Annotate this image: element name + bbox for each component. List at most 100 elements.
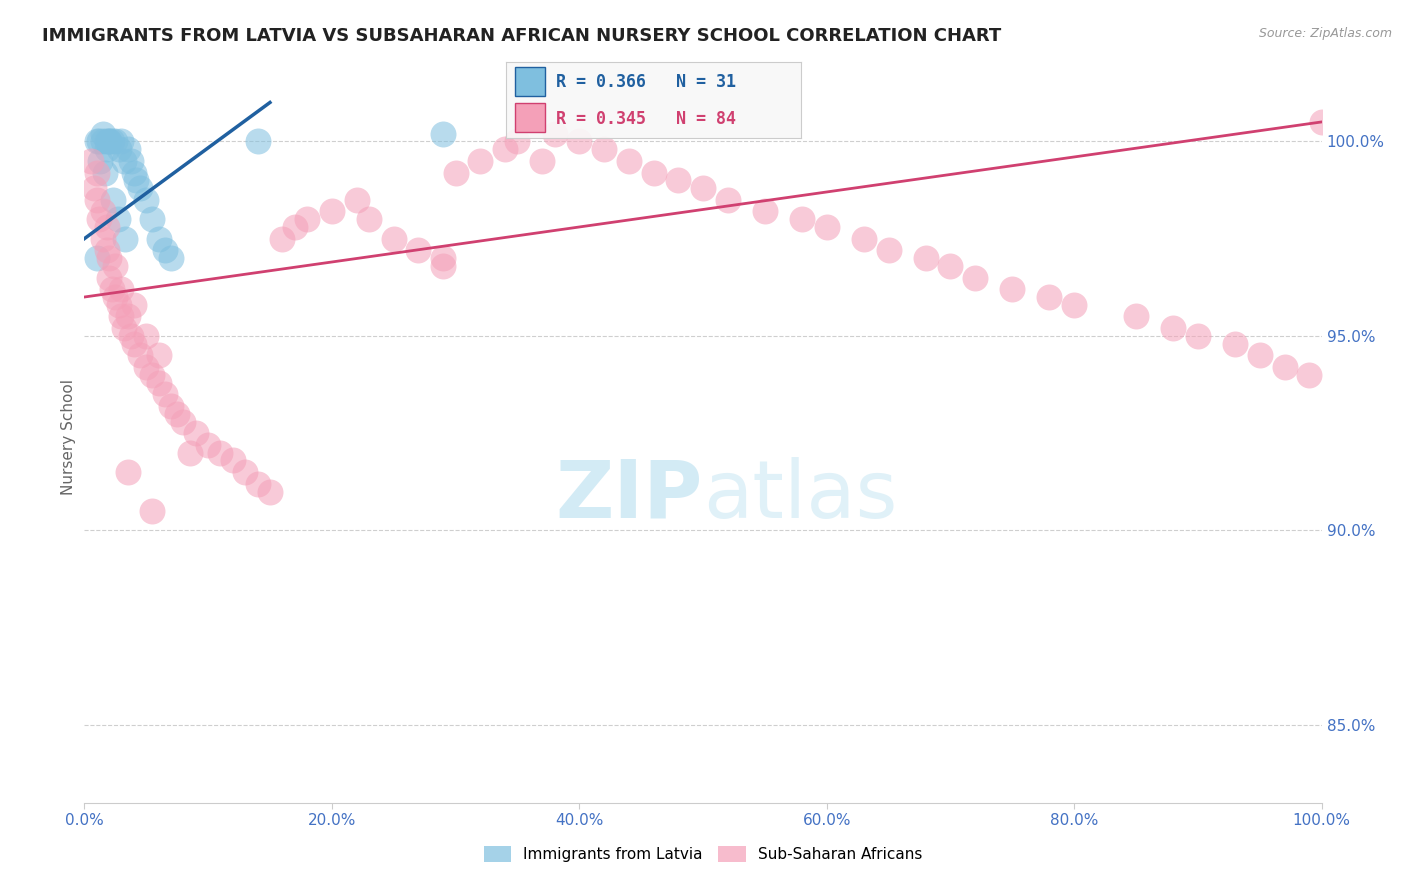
Point (543, 127, 565, 141)
Point (104, 259, 127, 273)
Point (153, 387, 176, 401)
Point (101, 193, 124, 207)
Point (117, 142, 139, 156)
Point (89, 135, 111, 149)
Point (1187, 329, 1209, 343)
Point (1310, 115, 1333, 129)
Point (98, 251, 121, 265)
Point (568, 135, 591, 149)
Point (141, 368, 163, 382)
Point (877, 244, 900, 258)
Point (117, 465, 139, 479)
Point (1038, 290, 1060, 304)
Point (197, 438, 219, 452)
Point (408, 244, 430, 258)
Point (965, 270, 987, 285)
Point (1298, 368, 1320, 382)
Point (432, 251, 454, 265)
Text: atlas: atlas (703, 457, 897, 534)
Point (96, 142, 118, 156)
Point (1274, 359, 1296, 374)
Point (148, 348, 170, 362)
Point (89, 153, 111, 168)
Point (135, 193, 157, 207)
Point (79, 153, 101, 168)
Text: R = 0.345   N = 84: R = 0.345 N = 84 (557, 110, 737, 128)
Point (120, 329, 142, 343)
Point (160, 399, 183, 413)
Point (643, 165, 665, 179)
Point (222, 453, 245, 467)
Point (233, 465, 256, 479)
Text: IMMIGRANTS FROM LATVIA VS SUBSAHARAN AFRICAN NURSERY SCHOOL CORRELATION CHART: IMMIGRANTS FROM LATVIA VS SUBSAHARAN AFR… (42, 27, 1001, 45)
Point (120, 153, 142, 168)
Point (110, 135, 132, 149)
Point (1223, 336, 1246, 351)
Point (939, 259, 962, 273)
Point (89, 212, 111, 227)
Point (295, 212, 318, 227)
Point (129, 181, 152, 195)
Point (382, 232, 405, 246)
Point (432, 127, 454, 141)
Point (531, 153, 554, 168)
Point (815, 219, 838, 234)
Point (129, 348, 152, 362)
Point (135, 359, 157, 374)
Point (259, 484, 281, 499)
Point (122, 336, 145, 351)
Y-axis label: Nursery School: Nursery School (60, 379, 76, 495)
Point (470, 153, 492, 168)
Point (91, 204, 114, 219)
Bar (515, 67, 544, 95)
Point (914, 251, 936, 265)
Point (108, 298, 131, 312)
Point (86, 193, 108, 207)
Point (717, 193, 740, 207)
Point (98, 135, 121, 149)
Point (179, 445, 201, 459)
Point (1125, 310, 1147, 324)
Point (754, 204, 776, 219)
Point (91, 127, 114, 141)
Legend: Immigrants from Latvia, Sub-Saharan Africans: Immigrants from Latvia, Sub-Saharan Afri… (478, 840, 928, 868)
Point (135, 329, 157, 343)
Point (184, 426, 207, 441)
Text: Source: ZipAtlas.com: Source: ZipAtlas.com (1258, 27, 1392, 40)
Point (86, 251, 108, 265)
Text: R = 0.366   N = 31: R = 0.366 N = 31 (557, 73, 737, 91)
Point (617, 153, 640, 168)
Point (141, 212, 163, 227)
Point (112, 321, 135, 335)
Point (107, 212, 129, 227)
Point (1249, 348, 1271, 362)
Point (114, 232, 136, 246)
Point (271, 232, 294, 246)
Point (96, 135, 118, 149)
Point (692, 181, 714, 195)
Point (1063, 298, 1085, 312)
Bar (515, 103, 544, 132)
Point (141, 504, 163, 518)
Point (122, 165, 145, 179)
Point (432, 259, 454, 273)
Point (852, 232, 875, 246)
Point (357, 212, 380, 227)
Point (246, 135, 269, 149)
Text: ZIP: ZIP (555, 457, 703, 534)
Point (91, 135, 114, 149)
Point (444, 165, 467, 179)
Point (1161, 321, 1184, 335)
Point (100, 135, 122, 149)
Point (104, 290, 127, 304)
Point (172, 415, 194, 429)
Point (86, 165, 108, 179)
Point (246, 476, 269, 491)
Point (110, 310, 132, 324)
Point (83, 181, 105, 195)
Point (506, 135, 529, 149)
Point (166, 407, 188, 421)
Point (104, 135, 127, 149)
Point (666, 173, 689, 187)
Point (346, 193, 368, 207)
